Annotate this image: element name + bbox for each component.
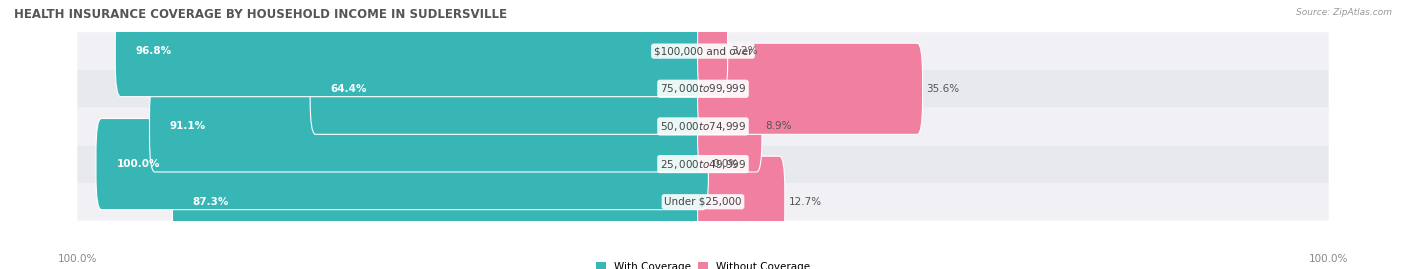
Text: Source: ZipAtlas.com: Source: ZipAtlas.com bbox=[1296, 8, 1392, 17]
Text: 0.0%: 0.0% bbox=[711, 159, 738, 169]
Text: 91.1%: 91.1% bbox=[170, 121, 207, 132]
Text: 64.4%: 64.4% bbox=[330, 84, 367, 94]
FancyBboxPatch shape bbox=[697, 43, 922, 134]
Text: $75,000 to $99,999: $75,000 to $99,999 bbox=[659, 82, 747, 95]
FancyBboxPatch shape bbox=[77, 32, 1329, 70]
Text: $25,000 to $49,999: $25,000 to $49,999 bbox=[659, 158, 747, 171]
Text: 3.2%: 3.2% bbox=[731, 46, 758, 56]
FancyBboxPatch shape bbox=[115, 6, 709, 97]
FancyBboxPatch shape bbox=[77, 70, 1329, 108]
Legend: With Coverage, Without Coverage: With Coverage, Without Coverage bbox=[596, 262, 810, 269]
FancyBboxPatch shape bbox=[697, 81, 762, 172]
Text: 8.9%: 8.9% bbox=[765, 121, 792, 132]
Text: 35.6%: 35.6% bbox=[927, 84, 959, 94]
FancyBboxPatch shape bbox=[77, 145, 1329, 183]
FancyBboxPatch shape bbox=[311, 43, 709, 134]
FancyBboxPatch shape bbox=[77, 183, 1329, 221]
Text: 100.0%: 100.0% bbox=[117, 159, 160, 169]
FancyBboxPatch shape bbox=[96, 119, 709, 210]
Text: 96.8%: 96.8% bbox=[136, 46, 172, 56]
Text: $100,000 and over: $100,000 and over bbox=[654, 46, 752, 56]
Text: 100.0%: 100.0% bbox=[58, 254, 97, 264]
Text: $50,000 to $74,999: $50,000 to $74,999 bbox=[659, 120, 747, 133]
Text: 100.0%: 100.0% bbox=[1309, 254, 1348, 264]
Text: 12.7%: 12.7% bbox=[789, 197, 821, 207]
FancyBboxPatch shape bbox=[697, 6, 728, 97]
Text: Under $25,000: Under $25,000 bbox=[664, 197, 742, 207]
FancyBboxPatch shape bbox=[77, 108, 1329, 145]
FancyBboxPatch shape bbox=[173, 156, 709, 247]
FancyBboxPatch shape bbox=[149, 81, 709, 172]
FancyBboxPatch shape bbox=[697, 156, 785, 247]
Text: 87.3%: 87.3% bbox=[193, 197, 229, 207]
Text: HEALTH INSURANCE COVERAGE BY HOUSEHOLD INCOME IN SUDLERSVILLE: HEALTH INSURANCE COVERAGE BY HOUSEHOLD I… bbox=[14, 8, 508, 21]
